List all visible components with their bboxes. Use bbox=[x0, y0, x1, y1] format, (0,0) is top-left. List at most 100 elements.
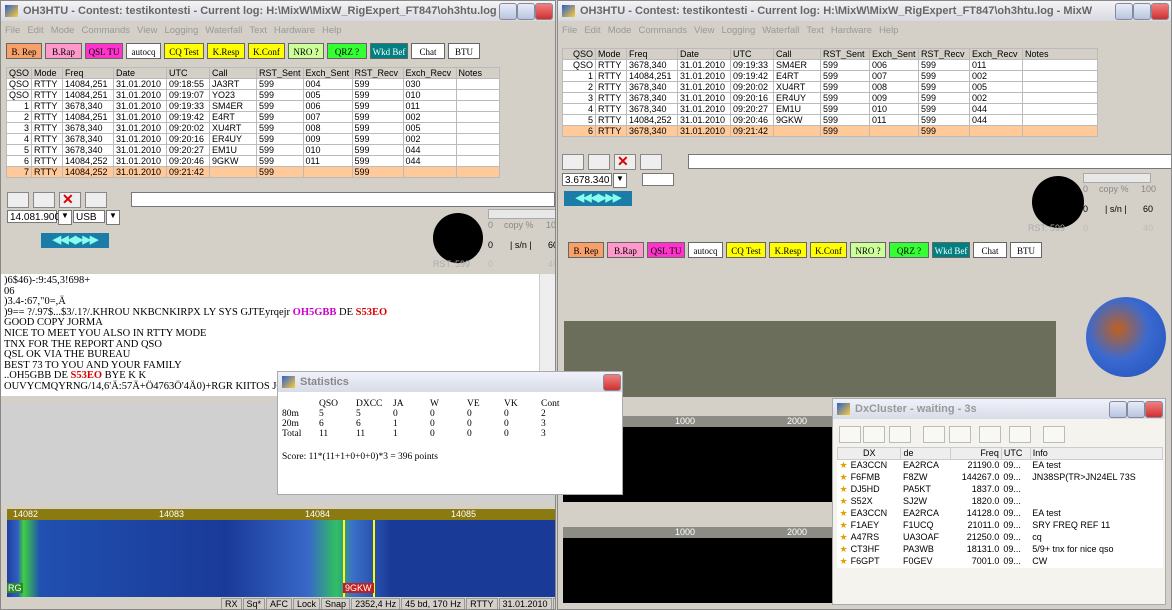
menu-item[interactable]: Commands bbox=[638, 25, 687, 36]
menu-item[interactable]: Waterfall bbox=[205, 25, 242, 36]
tool-button[interactable] bbox=[85, 192, 107, 208]
close-button[interactable] bbox=[1151, 3, 1169, 20]
menu-item[interactable]: Edit bbox=[27, 25, 43, 36]
dropdown-arrow[interactable]: ▼ bbox=[58, 210, 72, 225]
maximize-button[interactable] bbox=[517, 3, 535, 20]
log-row[interactable]: 2RTTY14084,25131.01.201009:19:42E4RT5990… bbox=[7, 112, 500, 123]
menu-item[interactable]: Text bbox=[249, 25, 266, 36]
menu-item[interactable]: Logging bbox=[164, 25, 198, 36]
close-button[interactable] bbox=[1145, 401, 1163, 418]
menu-item[interactable]: Help bbox=[879, 25, 899, 36]
tool-button[interactable] bbox=[562, 154, 584, 170]
macro-button[interactable]: QSL TU bbox=[85, 43, 123, 59]
tool-button[interactable] bbox=[588, 154, 610, 170]
macro-button[interactable]: CQ Test bbox=[726, 242, 766, 258]
menu-item[interactable]: Help bbox=[322, 25, 342, 36]
menu-item[interactable]: Waterfall bbox=[762, 25, 799, 36]
macro-button[interactable]: K.Conf bbox=[248, 43, 285, 59]
tool-button[interactable] bbox=[33, 192, 55, 208]
dx-row[interactable]: ★A47RSUA3OAF21250.009...cq bbox=[838, 532, 1163, 544]
tool-button[interactable] bbox=[1043, 426, 1065, 443]
tune-arrows[interactable]: ◀◀◀▶▶▶ bbox=[564, 191, 632, 206]
macro-button[interactable]: B. Rep bbox=[6, 43, 42, 59]
macro-button[interactable]: Wkd Bef bbox=[370, 43, 408, 59]
tool-button[interactable] bbox=[7, 192, 29, 208]
tool-button[interactable] bbox=[949, 426, 971, 443]
menu-item[interactable]: File bbox=[562, 25, 577, 36]
tool-button[interactable] bbox=[923, 426, 945, 443]
menu-item[interactable]: File bbox=[5, 25, 20, 36]
macro-button[interactable]: B.Rap bbox=[45, 43, 82, 59]
maximize-button[interactable] bbox=[1127, 401, 1145, 418]
macro-button[interactable]: autocq bbox=[126, 43, 161, 59]
minimize-button[interactable] bbox=[1115, 3, 1133, 20]
tool-button[interactable] bbox=[979, 426, 1001, 443]
tune-arrows[interactable]: ◀◀◀▶▶▶ bbox=[41, 233, 109, 248]
mode-field[interactable]: USB bbox=[73, 210, 105, 223]
text-input[interactable] bbox=[688, 154, 1172, 169]
menu-item[interactable]: Mode bbox=[51, 25, 75, 36]
macro-button[interactable]: B. Rep bbox=[568, 242, 604, 258]
dropdown-arrow[interactable]: ▼ bbox=[106, 210, 120, 225]
macro-button[interactable]: BTU bbox=[448, 43, 480, 59]
macro-button[interactable]: BTU bbox=[1010, 242, 1042, 258]
freq-field[interactable]: 14.081.900 bbox=[7, 210, 57, 223]
tool-button[interactable] bbox=[863, 426, 885, 443]
freq-field[interactable]: 3.678.340 bbox=[562, 173, 612, 186]
macro-button[interactable]: K.Resp bbox=[207, 43, 245, 59]
menu-item[interactable]: Mode bbox=[608, 25, 632, 36]
menu-item[interactable]: Text bbox=[806, 25, 823, 36]
menu-item[interactable]: Logging bbox=[721, 25, 755, 36]
macro-button[interactable]: autocq bbox=[688, 242, 723, 258]
macro-button[interactable]: QSL TU bbox=[647, 242, 685, 258]
macro-button[interactable]: Chat bbox=[411, 43, 445, 59]
menu-item[interactable]: Hardware bbox=[274, 25, 315, 36]
tool-button[interactable] bbox=[889, 426, 911, 443]
tool-button[interactable] bbox=[839, 426, 861, 443]
macro-button[interactable]: NRO ? bbox=[288, 43, 324, 59]
close-button[interactable] bbox=[535, 3, 553, 20]
macro-button[interactable]: K.Conf bbox=[810, 242, 847, 258]
tool-button[interactable] bbox=[1009, 426, 1031, 443]
macro-button[interactable]: NRO ? bbox=[850, 242, 886, 258]
mode-field[interactable] bbox=[642, 173, 674, 186]
close-button[interactable] bbox=[603, 374, 621, 391]
macro-button[interactable]: Wkd Bef bbox=[932, 242, 970, 258]
menu-item[interactable]: Commands bbox=[81, 25, 130, 36]
minimize-button[interactable] bbox=[1109, 401, 1127, 418]
macro-button[interactable]: K.Resp bbox=[769, 242, 807, 258]
menu-item[interactable]: Edit bbox=[584, 25, 600, 36]
macro-button[interactable]: CQ Test bbox=[164, 43, 204, 59]
macro-button[interactable]: Chat bbox=[973, 242, 1007, 258]
macro-button[interactable]: QRZ ? bbox=[327, 43, 367, 59]
menu-item[interactable]: View bbox=[694, 25, 714, 36]
dropdown-arrow[interactable]: ▼ bbox=[613, 173, 627, 188]
minimize-button[interactable] bbox=[499, 3, 517, 20]
tool-button[interactable] bbox=[640, 154, 662, 170]
text-input[interactable] bbox=[131, 192, 555, 207]
menu-item[interactable]: Hardware bbox=[831, 25, 872, 36]
menu-item[interactable]: View bbox=[137, 25, 157, 36]
